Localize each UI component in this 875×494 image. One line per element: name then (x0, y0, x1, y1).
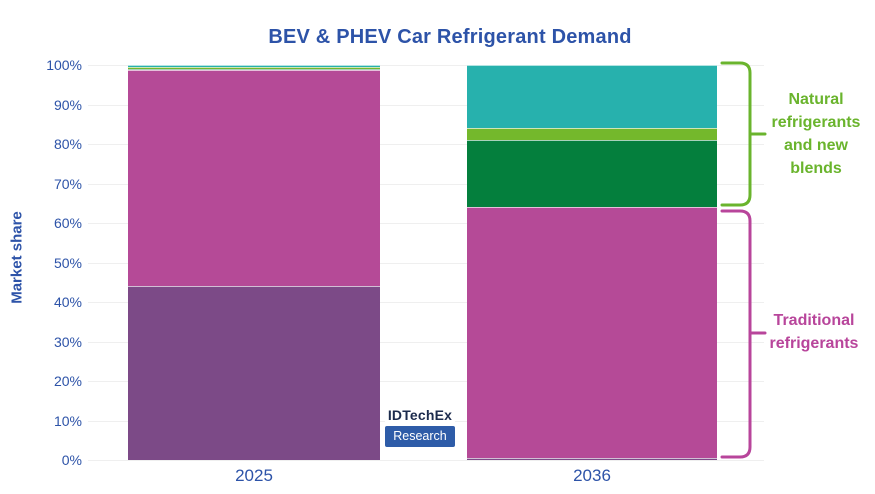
y-tick-label: 10% (53, 412, 82, 429)
gridline (88, 65, 764, 66)
stacked-bar-2025 (128, 65, 380, 460)
bar-2036-purple-segment (467, 458, 717, 460)
bar-2025-dark-green-segment (128, 68, 380, 71)
bar-2025-purple-segment (128, 286, 380, 460)
idtechex-logo-research-tag: Research (385, 426, 455, 447)
bar-2025-light-green-segment (128, 67, 380, 69)
bar-2036-teal-segment (467, 65, 717, 129)
idtechex-logo: IDTechEx Research (385, 406, 455, 447)
x-tick-label-2036: 2036 (573, 466, 611, 485)
natural-refrigerants-annotation: Natural refrigerants and new blends (771, 91, 861, 177)
y-tick-label: 0% (61, 452, 82, 468)
y-tick-label: 50% (53, 254, 82, 271)
gridline (88, 183, 764, 185)
bar-2036-magenta-segment (467, 207, 717, 459)
gridline (88, 302, 764, 303)
y-tick-label: 40% (53, 294, 82, 310)
gridline (88, 460, 764, 461)
traditional-refrigerants-annotation: Traditional refrigerants (769, 312, 859, 352)
y-tick-label: 60% (53, 215, 82, 231)
y-tick-label: 20% (53, 373, 82, 389)
gridline (88, 104, 764, 106)
chart-title: BEV & PHEV Car Refrigerant Demand (268, 26, 632, 48)
gridline (88, 223, 764, 224)
y-tick-label: 90% (53, 96, 82, 113)
y-tick-label: 80% (53, 136, 82, 152)
bar-2025-teal-segment (128, 65, 380, 68)
plot-area (88, 65, 764, 461)
y-tick-label: 100% (46, 57, 82, 73)
x-tick-label-2025: 2025 (235, 466, 273, 485)
stacked-bar-2036 (467, 65, 717, 460)
y-tick-label: 70% (53, 175, 82, 192)
gridline (88, 381, 764, 382)
gridline (88, 144, 764, 145)
gridline (88, 262, 764, 264)
bar-2025-magenta-segment (128, 70, 380, 287)
y-tick-label: 30% (53, 333, 82, 350)
idtechex-logo-wordmark: IDTechEx (387, 407, 453, 423)
bar-2036-light-green-segment (467, 128, 717, 141)
gridline (88, 341, 764, 343)
bar-2036-dark-green-segment (467, 140, 717, 208)
